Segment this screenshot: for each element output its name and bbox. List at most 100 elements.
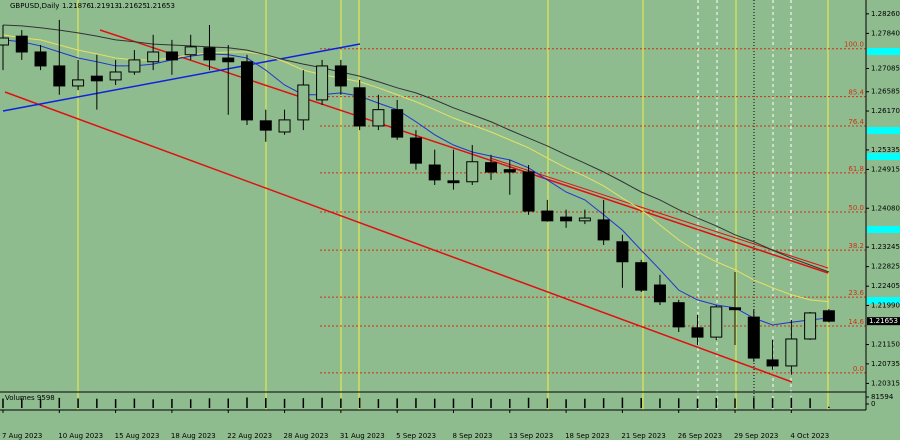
candle-body [90,75,103,82]
candle-body [34,51,47,67]
candle-body [522,171,535,212]
candle-body [128,59,141,73]
candle-body [729,307,742,311]
price-marker [867,297,900,304]
price-marker [867,153,900,160]
price-marker [867,226,900,233]
candle-body [241,61,254,121]
volume-tick-label: 0 [871,400,875,408]
candle-body [203,47,216,61]
moving-average [2,24,830,273]
channel-lower [4,91,793,383]
candle-body [72,79,85,87]
candle-body [334,65,347,87]
current-price-label: 1.21653 [869,317,898,325]
candle-body [428,164,441,181]
candle-body [297,84,310,121]
candle-body [653,284,666,303]
candle-body [635,262,648,291]
header-open: 1.21876 [62,2,91,10]
candle-body [485,162,498,173]
header-close: 1.21653 [146,2,175,10]
x-tick-label: 8 Sep 2023 [452,432,492,440]
y-tick-label: 1.22825 [871,263,900,271]
candle-body [53,65,66,87]
x-tick-label: 26 Sep 2023 [678,432,722,440]
x-tick-label: 18 Aug 2023 [171,432,216,440]
fib-label: 23.6 [848,289,864,297]
candle-body [747,316,760,359]
candle-body [560,216,573,222]
candle-body [165,51,178,61]
volume-tick-label: 81594 [871,393,894,401]
candle-body [822,310,835,322]
candle-body [616,241,629,263]
x-tick-label: 18 Sep 2023 [565,432,609,440]
candle-body [372,109,385,127]
y-tick-label: 1.23245 [871,243,900,251]
y-tick-label: 1.20735 [871,360,900,368]
candle-body [147,51,160,63]
header-high: 1.21913 [90,2,119,10]
candle-body [578,217,591,222]
candle-body [672,302,685,328]
moving-average [2,34,829,303]
candle-body [691,327,704,338]
x-tick-label: 4 Oct 2023 [790,432,829,440]
candle-body [409,137,422,164]
x-tick-label: 15 Aug 2023 [115,432,160,440]
fib-label: 61.8 [848,165,864,173]
x-tick-label: 7 Aug 2023 [2,432,42,440]
price-marker [867,127,900,134]
candle-body [391,109,404,138]
candle-body [804,312,817,340]
symbol: GBPUSD,Daily [10,2,59,10]
candle-body [466,161,479,183]
y-tick-label: 1.28260 [871,10,900,18]
candle-body [15,35,28,53]
candle-body [353,87,366,127]
candle-body [278,119,291,133]
price-axis: 1.28260 1.27840 1.27085 1.26585 1.26170 1.253… [866,10,900,387]
fibonacci: 100.0 85.4 76.4 61.8 50.0 38.2 23.6 14.6 0.0 [320,41,866,374]
x-tick-label: 5 Sep 2023 [396,432,436,440]
current-price-box [867,317,900,326]
y-tick-label: 1.22405 [871,282,900,290]
y-tick-label: 1.20315 [871,379,900,387]
candle-body [222,57,235,63]
y-tick-label: 1.25335 [871,146,900,154]
candle-body [259,120,272,131]
fib-label: 14.6 [848,318,864,326]
fib-label: 100.0 [844,41,864,49]
candle-body [184,46,197,56]
candle-body [447,180,460,184]
candle-body [109,71,122,81]
fib-label: 50.0 [848,204,864,212]
fib-label: 76.4 [848,118,864,126]
volume-title: Volumes 9598 [5,394,55,402]
x-tick-label: 21 Sep 2023 [621,432,665,440]
header-low: 1.21625 [118,2,147,10]
candle-body [0,37,9,46]
x-tick-label: 31 Aug 2023 [340,432,385,440]
candles [0,19,835,375]
price-marker [867,48,900,55]
candle-body [766,359,779,367]
x-tick-label: 28 Aug 2023 [284,432,329,440]
y-tick-label: 1.27085 [871,64,900,72]
fib-label: 85.4 [848,89,864,97]
candle-body [541,210,554,222]
candle-body [503,169,516,173]
indicators [2,24,830,326]
line-price-markers [867,48,900,304]
header: GBPUSD,Daily 1.21876 1.21913 1.21625 1.2… [5,2,175,402]
y-tick-label: 1.24915 [871,165,900,173]
candle-body [710,306,723,338]
fib-label: 0.0 [853,365,864,373]
y-tick-label: 1.24080 [871,204,900,212]
y-tick-label: 1.21990 [871,301,900,309]
y-tick-label: 1.27840 [871,29,900,37]
y-tick-label: 1.26170 [871,107,900,115]
